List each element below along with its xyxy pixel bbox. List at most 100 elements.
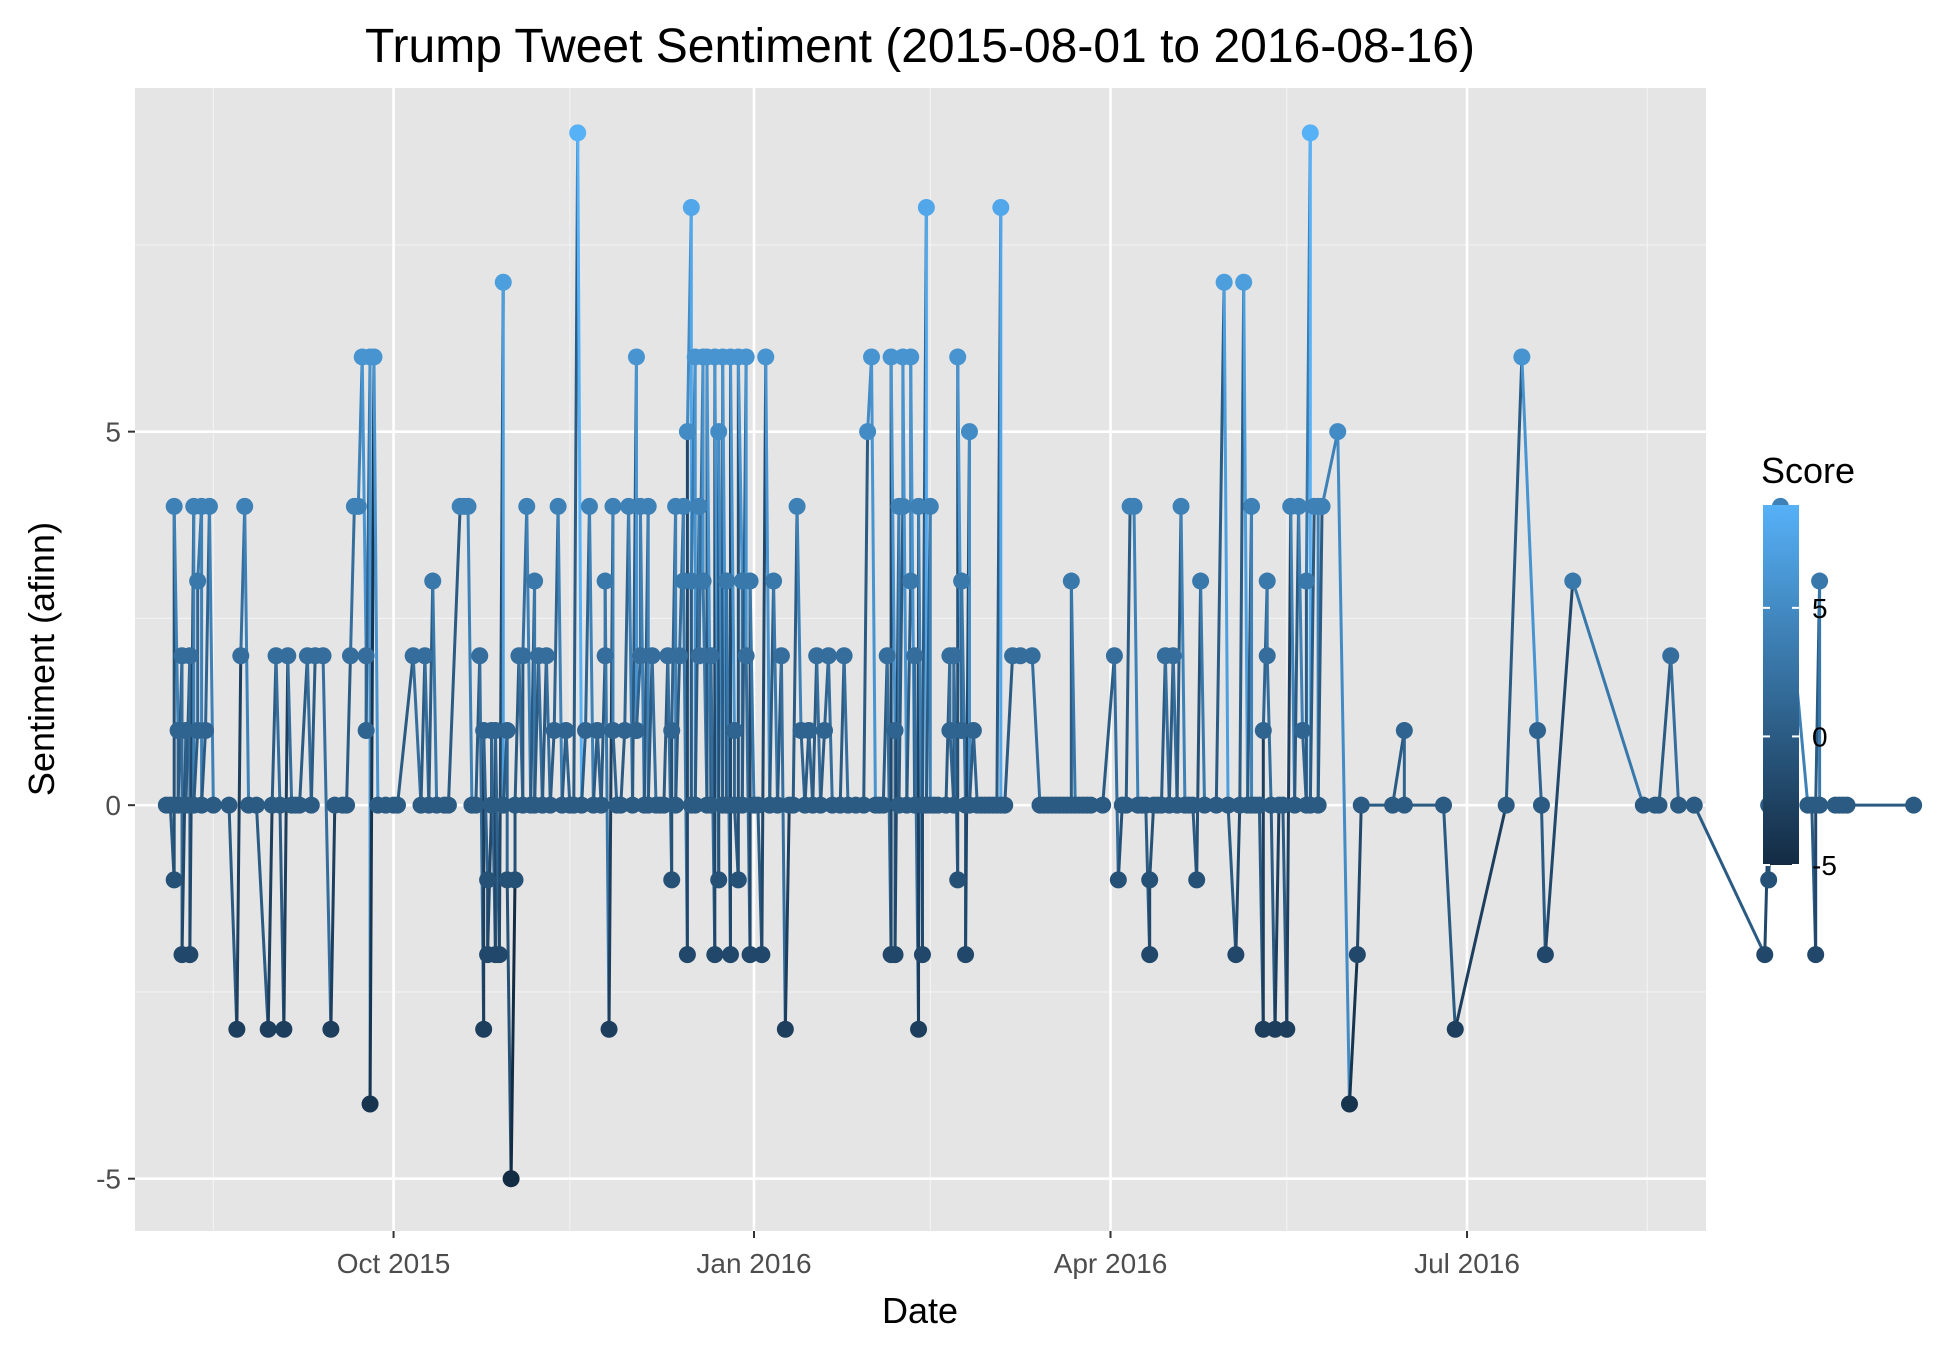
data-point (165, 871, 183, 889)
data-point (690, 647, 708, 665)
data-point (706, 946, 724, 964)
data-point (479, 871, 497, 889)
data-point (1348, 946, 1366, 964)
data-point (682, 572, 700, 590)
series-line-segment (1442, 805, 1457, 1030)
data-point (816, 721, 834, 739)
data-point (1141, 871, 1159, 889)
data-point (365, 348, 383, 366)
data-point (949, 871, 967, 889)
data-point (498, 721, 516, 739)
data-point (1905, 796, 1923, 814)
data-point (710, 871, 728, 889)
data-point (631, 647, 649, 665)
data-point (1192, 572, 1210, 590)
series-line-segment (1453, 804, 1508, 1030)
data-point (259, 1020, 277, 1038)
data-point (1278, 1020, 1296, 1038)
series-line-segment (431, 581, 439, 806)
data-point (494, 273, 512, 291)
series-line-segment (298, 655, 309, 806)
y-axis-title: Sentiment (afinn) (21, 522, 62, 796)
data-point (643, 647, 661, 665)
data-point (197, 721, 215, 739)
data-point (917, 199, 935, 217)
data-point (541, 796, 559, 814)
data-point (812, 796, 830, 814)
data-point (236, 497, 254, 515)
data-point (459, 497, 477, 515)
series-line-segment (1003, 655, 1015, 806)
data-point (921, 497, 939, 515)
data-point (1760, 871, 1778, 889)
data-point (800, 721, 818, 739)
data-point (737, 348, 755, 366)
data-point (475, 1020, 493, 1038)
data-point (1082, 796, 1100, 814)
series-line-segment (1347, 954, 1359, 1105)
series-line-segment (736, 356, 744, 582)
series-line-segment (207, 506, 215, 806)
data-point (604, 497, 622, 515)
y-tick-label: 0 (105, 790, 121, 821)
data-point (612, 796, 630, 814)
data-point (1290, 497, 1308, 515)
series-line-segment (842, 655, 850, 806)
data-point (784, 796, 802, 814)
data-point (600, 1020, 618, 1038)
series-points (157, 124, 1923, 1188)
data-point (616, 721, 634, 739)
data-point (424, 572, 442, 590)
data-point (404, 647, 422, 665)
data-point (702, 647, 720, 665)
data-point (1384, 796, 1402, 814)
data-point (1293, 721, 1311, 739)
data-point (1258, 647, 1276, 665)
series-line-segment (1308, 506, 1316, 806)
series-line-segment (1391, 730, 1406, 806)
series-line-segment (1543, 580, 1575, 955)
data-point (671, 647, 689, 665)
data-point (1329, 423, 1347, 441)
series-line-segment (576, 132, 584, 806)
data-point (502, 1170, 520, 1188)
series-line-segment (200, 730, 208, 806)
data-point (682, 199, 700, 217)
series-line-segment (446, 506, 462, 806)
data-point (702, 796, 720, 814)
data-point (627, 721, 645, 739)
data-point (776, 1020, 794, 1038)
data-point (181, 647, 199, 665)
data-point (992, 199, 1010, 217)
data-point (949, 348, 967, 366)
series-line-segment (960, 581, 968, 806)
series-line-segment (1222, 282, 1230, 806)
data-point (835, 647, 853, 665)
data-point (1685, 796, 1703, 814)
data-point (471, 647, 489, 665)
series-line-segment (282, 655, 290, 1030)
data-point (193, 796, 211, 814)
data-point (1207, 796, 1225, 814)
data-point (1172, 497, 1190, 515)
data-point (627, 348, 645, 366)
series-line-segment (1669, 655, 1681, 806)
data-point (945, 647, 963, 665)
series-line-segment (650, 655, 658, 806)
data-point (749, 796, 767, 814)
data-point (741, 572, 759, 590)
series-line-segment (192, 730, 200, 806)
data-point (910, 497, 928, 515)
data-point (690, 497, 708, 515)
series-line-segment (411, 655, 423, 806)
data-point (314, 647, 332, 665)
data-point (569, 124, 587, 142)
series-line-segment (1116, 805, 1124, 880)
data-point (1811, 796, 1829, 814)
data-point (1266, 1020, 1284, 1038)
series-line-segment (321, 655, 333, 1030)
data-point (910, 1020, 928, 1038)
series-line-segment (348, 506, 356, 656)
data-point (1286, 796, 1304, 814)
